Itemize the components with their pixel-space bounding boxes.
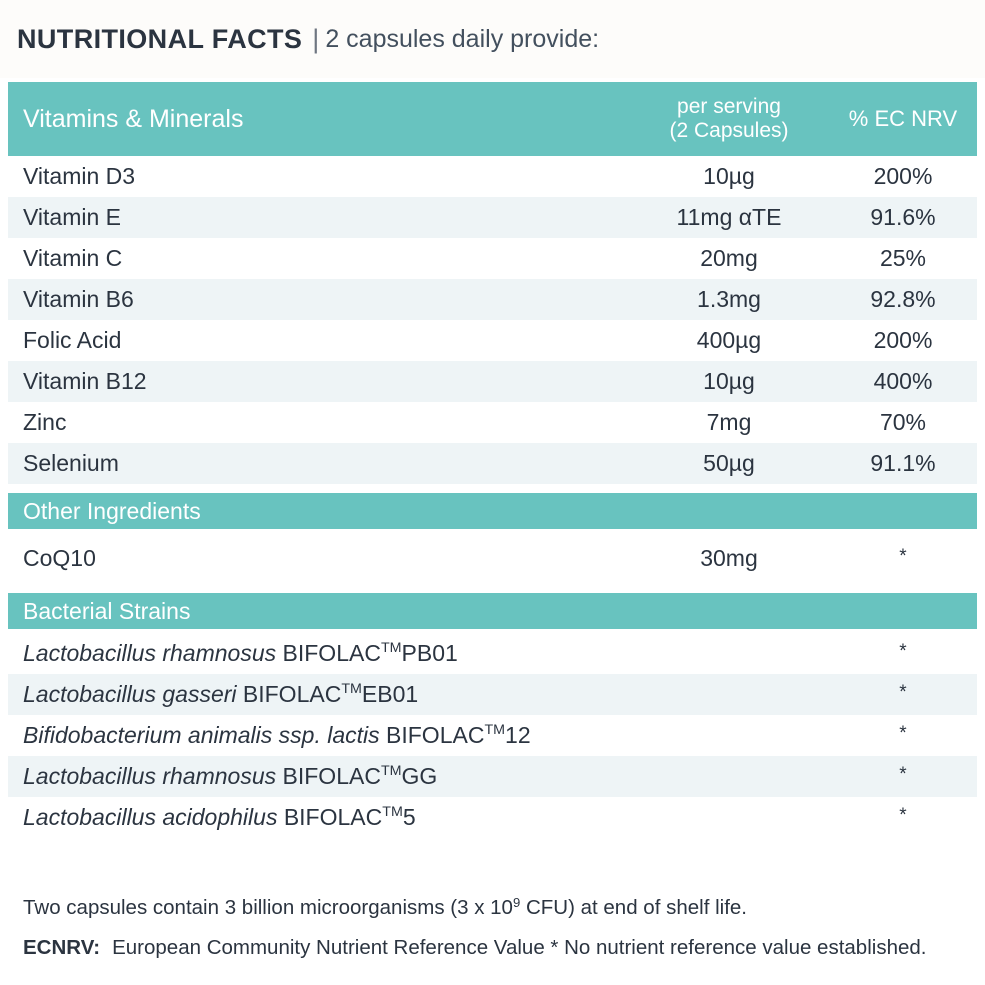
- column-header-serving-line2: (2 Capsules): [669, 119, 789, 142]
- page-subtitle: 2 capsules daily provide:: [325, 24, 600, 53]
- row-serving: 30mg: [700, 545, 758, 571]
- strain-code: 12: [505, 722, 531, 748]
- row-serving: 10µg: [703, 368, 755, 394]
- row-nrv: 92.8%: [870, 286, 936, 312]
- row-nrv: *: [899, 640, 907, 662]
- row-name: Vitamin C: [23, 245, 123, 271]
- strain-brand: BIFOLAC: [283, 804, 383, 830]
- row-name: Vitamin D3: [23, 163, 136, 189]
- row-name: Lactobacillus gasseri BIFOLACTMEB01: [8, 681, 629, 708]
- trademark-icon: TM: [382, 804, 403, 821]
- row-serving: 50µg: [703, 450, 755, 476]
- footnote-cfu-exponent: 9: [512, 895, 521, 910]
- strain-code: PB01: [401, 640, 458, 666]
- table-row: Zinc 7mg 70%: [8, 402, 977, 443]
- row-name: Lactobacillus rhamnosus BIFOLACTMGG: [8, 763, 629, 790]
- table-row: Selenium 50µg 91.1%: [8, 443, 977, 484]
- column-header-serving: per serving (2 Capsules): [629, 95, 829, 144]
- footnote-cfu-after: CFU) at end of shelf life.: [520, 896, 747, 920]
- row-nrv: 400%: [873, 368, 933, 394]
- row-nrv: 91.1%: [870, 450, 936, 476]
- row-nrv: 70%: [879, 409, 927, 435]
- strain-code: 5: [402, 804, 416, 830]
- trademark-icon: TM: [341, 681, 362, 698]
- column-header-nrv: % EC NRV: [848, 106, 958, 131]
- table-row: Vitamin B12 10µg 400%: [8, 361, 977, 402]
- strain-code: GG: [401, 763, 438, 789]
- page-header: NUTRITIONAL FACTS | 2 capsules daily pro…: [0, 0, 985, 78]
- footnote-ecnrv-label: ECNRV:: [23, 936, 101, 960]
- row-name: Lactobacillus rhamnosus BIFOLACTMPB01: [8, 640, 629, 667]
- table-row: Folic Acid 400µg 200%: [8, 320, 977, 361]
- column-header-serving-line1: per serving: [677, 94, 781, 118]
- trademark-icon: TM: [484, 722, 506, 739]
- row-nrv: *: [899, 763, 907, 785]
- column-header-name: Vitamins & Minerals: [23, 104, 244, 133]
- row-nrv: *: [899, 545, 907, 567]
- row-serving: 10µg: [703, 163, 755, 189]
- strain-brand: BIFOLAC: [282, 763, 381, 789]
- row-name: Folic Acid: [23, 327, 122, 353]
- row-nrv: *: [899, 804, 907, 826]
- strain-species: Lactobacillus rhamnosus: [23, 640, 277, 666]
- trademark-icon: TM: [380, 763, 402, 780]
- footnote-cfu-before: Two capsules contain 3 billion microorga…: [23, 896, 513, 920]
- table-row: Lactobacillus rhamnosus BIFOLACTMPB01 *: [8, 633, 977, 674]
- table-header-row: Vitamins & Minerals per serving (2 Capsu…: [8, 82, 977, 156]
- title-separator: |: [312, 23, 320, 54]
- row-nrv: 25%: [879, 245, 927, 271]
- strain-species: Lactobacillus acidophilus: [23, 804, 278, 830]
- page-title: NUTRITIONAL FACTS: [17, 23, 303, 54]
- strain-species: Lactobacillus gasseri: [23, 681, 237, 707]
- footnote-ecnrv-text: European Community Nutrient Reference Va…: [112, 936, 927, 960]
- table-row: Lactobacillus rhamnosus BIFOLACTMGG *: [8, 756, 977, 797]
- strain-code: EB01: [361, 681, 419, 707]
- table-row: Bifidobacterium animalis ssp. lactis BIF…: [8, 715, 977, 756]
- footnote-ecnrv: ECNRV: European Community Nutrient Refere…: [23, 936, 973, 960]
- strain-species: Bifidobacterium animalis ssp. lactis: [23, 722, 380, 748]
- nutrition-table: Vitamins & Minerals per serving (2 Capsu…: [8, 82, 977, 838]
- row-name: Selenium: [23, 450, 119, 476]
- row-name: Vitamin E: [23, 204, 122, 230]
- table-row: Vitamin E 11mg αTE 91.6%: [8, 197, 977, 238]
- section-spacer: [8, 629, 977, 633]
- table-row: Vitamin D3 10µg 200%: [8, 156, 977, 197]
- row-nrv: 200%: [873, 163, 933, 189]
- row-nrv: 200%: [873, 327, 933, 353]
- row-serving: 20mg: [700, 245, 758, 271]
- table-row: Vitamin B6 1.3mg 92.8%: [8, 279, 977, 320]
- section-spacer: [8, 529, 977, 533]
- strain-brand: BIFOLAC: [386, 722, 485, 748]
- row-name: Vitamin B6: [23, 286, 134, 312]
- row-serving: 400µg: [696, 327, 762, 353]
- section-spacer: [8, 484, 977, 493]
- strain-brand: BIFOLAC: [242, 681, 342, 707]
- row-name: Lactobacillus acidophilus BIFOLACTM5: [8, 804, 629, 831]
- trademark-icon: TM: [380, 640, 402, 657]
- row-name: Bifidobacterium animalis ssp. lactis BIF…: [8, 722, 629, 749]
- row-nrv: *: [899, 722, 907, 744]
- footnote-cfu: Two capsules contain 3 billion microorga…: [23, 895, 973, 920]
- row-nrv: 91.6%: [870, 204, 936, 230]
- strain-brand: BIFOLAC: [282, 640, 381, 666]
- table-row: Vitamin C 20mg 25%: [8, 238, 977, 279]
- section-spacer: [8, 584, 977, 593]
- strain-species: Lactobacillus rhamnosus: [23, 763, 277, 789]
- table-row: CoQ10 30mg *: [8, 533, 977, 584]
- section-header-bacterial-strains: Bacterial Strains: [8, 593, 977, 629]
- row-serving: 7mg: [706, 409, 752, 435]
- row-nrv: *: [899, 681, 907, 703]
- row-serving: 11mg αTE: [676, 204, 782, 230]
- row-name: CoQ10: [23, 545, 96, 571]
- table-row: Lactobacillus acidophilus BIFOLACTM5 *: [8, 797, 977, 838]
- row-name: Zinc: [23, 409, 67, 435]
- table-row: Lactobacillus gasseri BIFOLACTMEB01 *: [8, 674, 977, 715]
- row-serving: 1.3mg: [697, 286, 761, 312]
- section-header-other-ingredients: Other Ingredients: [8, 493, 977, 529]
- footnotes: Two capsules contain 3 billion microorga…: [23, 895, 973, 960]
- row-name: Vitamin B12: [23, 368, 147, 394]
